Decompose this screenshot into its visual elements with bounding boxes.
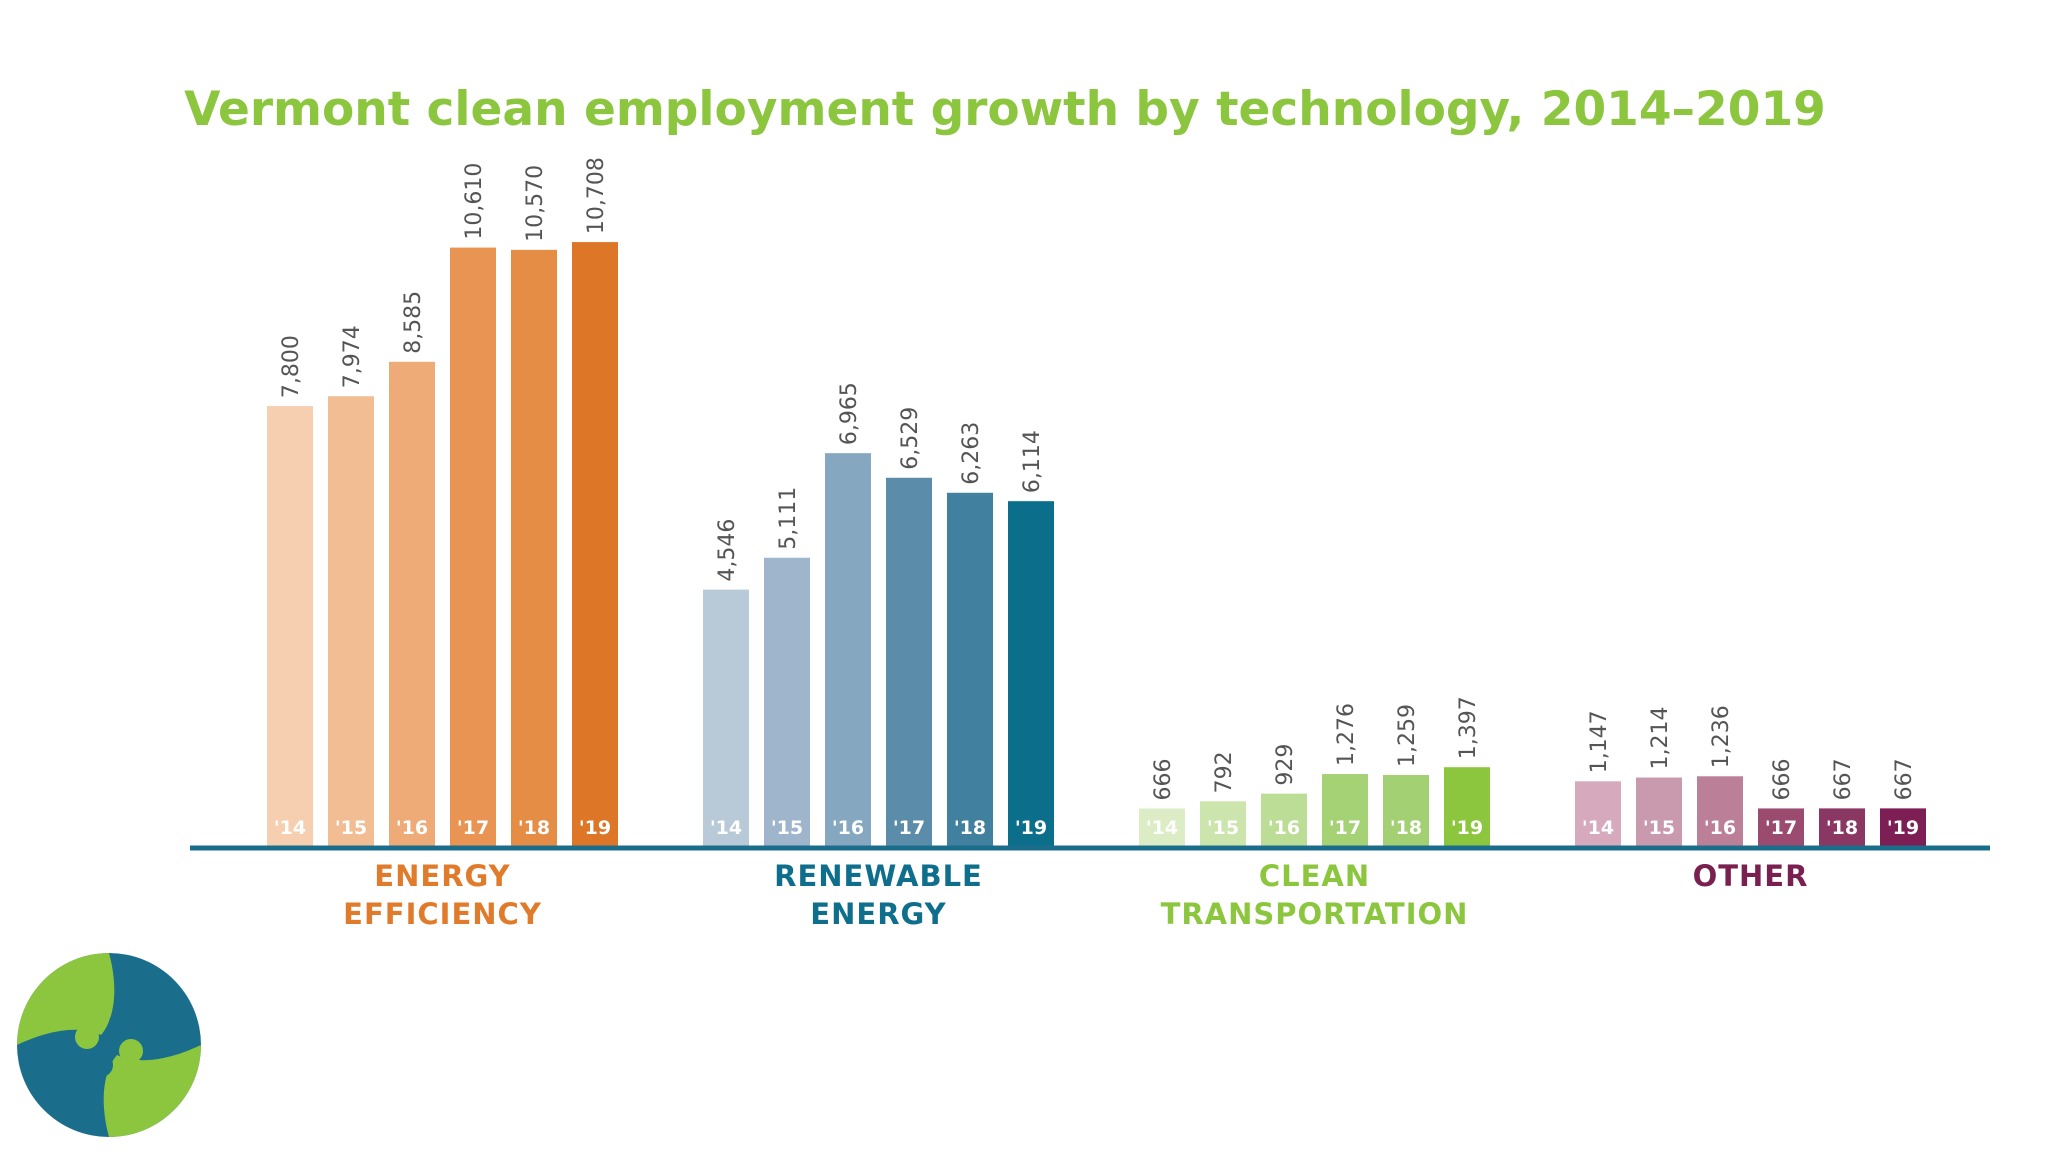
year-label: '17 [1329,817,1361,839]
bar-other-14 [1575,781,1621,846]
group-label-renewable-energy: RENEWABLE [774,859,983,893]
year-label: '16 [1704,817,1736,839]
year-label: '16 [396,817,428,839]
bar-renewable-energy-15 [764,557,810,846]
group-label-renewable-energy: ENERGY [810,897,946,931]
year-label: '18 [954,817,986,839]
value-label: 1,214 [1648,707,1673,770]
value-label: 4,546 [715,519,740,582]
bar-energy-efficiency-17 [450,247,496,846]
bar-renewable-energy-17 [886,477,932,846]
bar-clean-transportation-18 [1383,774,1429,846]
bar-other-18 [1819,808,1865,846]
value-label: 6,529 [898,407,923,470]
group-label-energy-efficiency: EFFICIENCY [343,897,542,931]
value-label: 1,236 [1709,705,1734,768]
year-label: '19 [579,817,611,839]
year-label: '14 [1582,817,1614,839]
group-labels: ENERGY EFFICIENCY RENEWABLE ENERGY CLEAN TRAN… [343,859,1809,931]
value-label: 929 [1273,744,1298,786]
value-label: 667 [1892,758,1917,800]
value-label: 6,263 [959,422,984,485]
group-label-clean-transportation: CLEAN [1259,859,1370,893]
bar-energy-efficiency-19 [572,242,618,847]
year-label: '17 [457,817,489,839]
year-label: '17 [1765,817,1797,839]
bar-clean-transportation-17 [1322,774,1368,846]
year-label: '19 [1887,817,1919,839]
bar-renewable-energy-18 [947,492,993,846]
group-label-other: OTHER [1693,859,1809,893]
bar-energy-efficiency-15 [328,396,374,846]
bar-clean-transportation-16 [1261,793,1307,846]
value-label: 6,114 [1020,430,1045,493]
value-label: 8,585 [401,291,426,354]
value-label: 1,259 [1395,704,1420,767]
logo-pinwheel-icon [17,953,201,1137]
group-label-energy-efficiency: ENERGY [374,859,510,893]
year-label: '18 [1390,817,1422,839]
value-label: 666 [1151,758,1176,800]
bar-energy-efficiency-16 [389,361,435,846]
bar-other-17 [1758,808,1804,846]
value-label: 7,974 [340,325,365,388]
year-label: '17 [893,817,925,839]
bars-layer: '14 7,800 '15 7,974 '16 8,585 '17 10,610 '18 10,5… [267,157,1926,847]
year-label: '19 [1451,817,1483,839]
bar-clean-transportation-19 [1444,767,1490,846]
year-label: '16 [832,817,864,839]
bar-energy-efficiency-14 [267,406,313,846]
value-label: 10,610 [462,163,487,240]
bar-other-15 [1636,777,1682,846]
year-label: '14 [710,817,742,839]
year-label: '15 [1643,817,1675,839]
bar-renewable-energy-19 [1008,501,1054,846]
value-label: 10,570 [523,165,548,242]
value-label: 1,397 [1456,696,1481,759]
year-label: '15 [771,817,803,839]
bar-other-19 [1880,808,1926,846]
value-label: 666 [1770,758,1795,800]
value-label: 5,111 [776,487,801,550]
bar-clean-transportation-15 [1200,801,1246,846]
year-label: '18 [518,817,550,839]
year-label: '14 [274,817,306,839]
value-label: 1,147 [1587,710,1612,773]
year-label: '16 [1268,817,1300,839]
year-label: '15 [1207,817,1239,839]
value-label: 7,800 [279,335,304,398]
value-label: 6,965 [837,382,862,445]
value-label: 667 [1831,758,1856,800]
year-label: '18 [1826,817,1858,839]
bar-clean-transportation-14 [1139,808,1185,846]
chart-title: Vermont clean employment growth by techn… [184,82,1826,137]
value-label: 1,276 [1334,703,1359,766]
bar-renewable-energy-16 [825,453,871,846]
bar-energy-efficiency-18 [511,249,557,847]
group-label-clean-transportation: TRANSPORTATION [1161,897,1469,931]
bar-renewable-energy-14 [703,589,749,846]
value-label: 10,708 [584,157,609,234]
year-label: '19 [1015,817,1047,839]
year-label: '14 [1146,817,1178,839]
year-label: '15 [335,817,367,839]
bar-other-16 [1697,776,1743,846]
value-label: 792 [1212,751,1237,793]
